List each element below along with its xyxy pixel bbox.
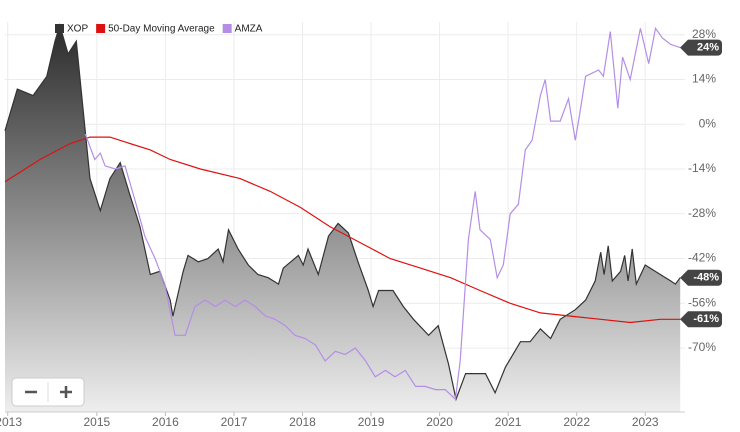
area <box>5 25 681 412</box>
series-line <box>4 23 681 402</box>
end-tag <box>680 269 722 286</box>
legend-swatch <box>222 24 232 33</box>
y-tick-label: 0% <box>699 116 717 130</box>
end-label: -48% <box>693 272 719 284</box>
series-line <box>4 136 681 324</box>
end-tag <box>680 39 722 56</box>
x-tick-label: 2017 <box>221 415 248 429</box>
y-tick-label: -56% <box>688 295 716 309</box>
end-tag <box>680 311 722 328</box>
legend-label: XOP <box>67 24 88 35</box>
x-tick-label: 2019 <box>358 415 385 429</box>
zoom-in-button[interactable] <box>49 380 82 404</box>
x-tick-label: 2013 <box>0 415 22 429</box>
end-label: -61% <box>693 313 719 325</box>
legend-label: AMZA <box>235 24 263 35</box>
x-tick-label: 2023 <box>632 415 659 429</box>
series-line <box>84 26 681 401</box>
zoom-out-button[interactable] <box>14 380 48 404</box>
y-tick-label: -14% <box>688 161 716 175</box>
y-tick-label: -28% <box>688 206 716 220</box>
y-tick-label: 28% <box>692 27 716 41</box>
y-tick-label: -70% <box>688 340 716 354</box>
x-tick-label: 2018 <box>289 415 316 429</box>
x-tick-label: 2022 <box>563 415 590 429</box>
zoom-controls <box>11 377 85 407</box>
legend-label: 50-Day Moving Average <box>108 24 215 35</box>
x-tick-label: 2016 <box>152 415 179 429</box>
x-tick-label: 2020 <box>426 415 453 429</box>
y-tick-label: -42% <box>688 251 716 265</box>
legend-swatch <box>55 24 64 33</box>
x-tick-label: 2015 <box>84 415 111 429</box>
x-tick-label: 2021 <box>495 415 522 429</box>
y-tick-label: 14% <box>692 72 716 86</box>
end-label: 24% <box>697 41 719 53</box>
legend-swatch <box>96 24 106 33</box>
